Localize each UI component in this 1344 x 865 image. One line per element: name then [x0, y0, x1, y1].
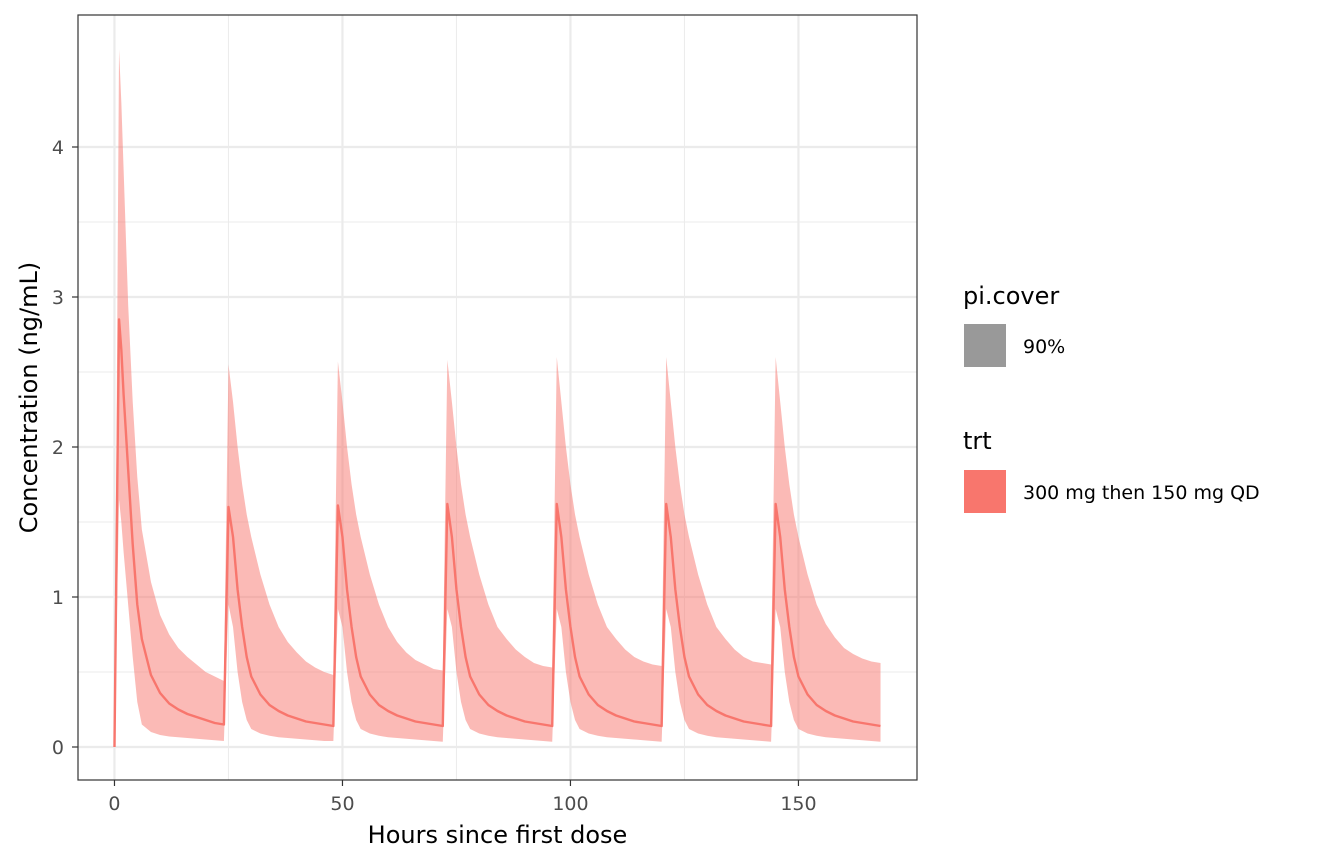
legend-label-90-percent: 90%: [1023, 336, 1065, 358]
x-axis-ticks: 0 50 100 150: [108, 780, 817, 815]
plot-panel-border: [77, 14, 918, 781]
x-tick-label: 100: [552, 793, 588, 815]
x-tick-label: 0: [108, 793, 120, 815]
y-tick-label: 4: [52, 137, 64, 159]
y-tick-label: 2: [52, 437, 64, 459]
x-tick-label: 50: [330, 793, 354, 815]
legend-key-trt: [964, 470, 1006, 513]
legend-title-trt: trt: [963, 427, 992, 455]
median-lines: [113, 318, 881, 748]
y-tick-label: 0: [52, 737, 64, 759]
y-tick-label: 1: [52, 587, 64, 609]
legend: pi.cover 90% trt 300 mg then 150 mg QD: [963, 282, 1260, 513]
legend-key-pi-cover-90: [964, 324, 1006, 367]
legend-title-pi-cover: pi.cover: [963, 282, 1059, 310]
y-tick-label: 3: [52, 287, 64, 309]
prediction-interval-bands: [114, 49, 881, 747]
median-line: [113, 318, 881, 748]
legend-label-trt: 300 mg then 150 mg QD: [1023, 482, 1260, 504]
x-tick-label: 150: [780, 793, 816, 815]
y-axis-title: Concentration (ng/mL): [15, 262, 43, 533]
y-axis-ticks: 0 1 2 3 4: [52, 137, 78, 759]
prediction-interval-band: [114, 49, 881, 747]
x-axis-title: Hours since first dose: [368, 821, 628, 849]
